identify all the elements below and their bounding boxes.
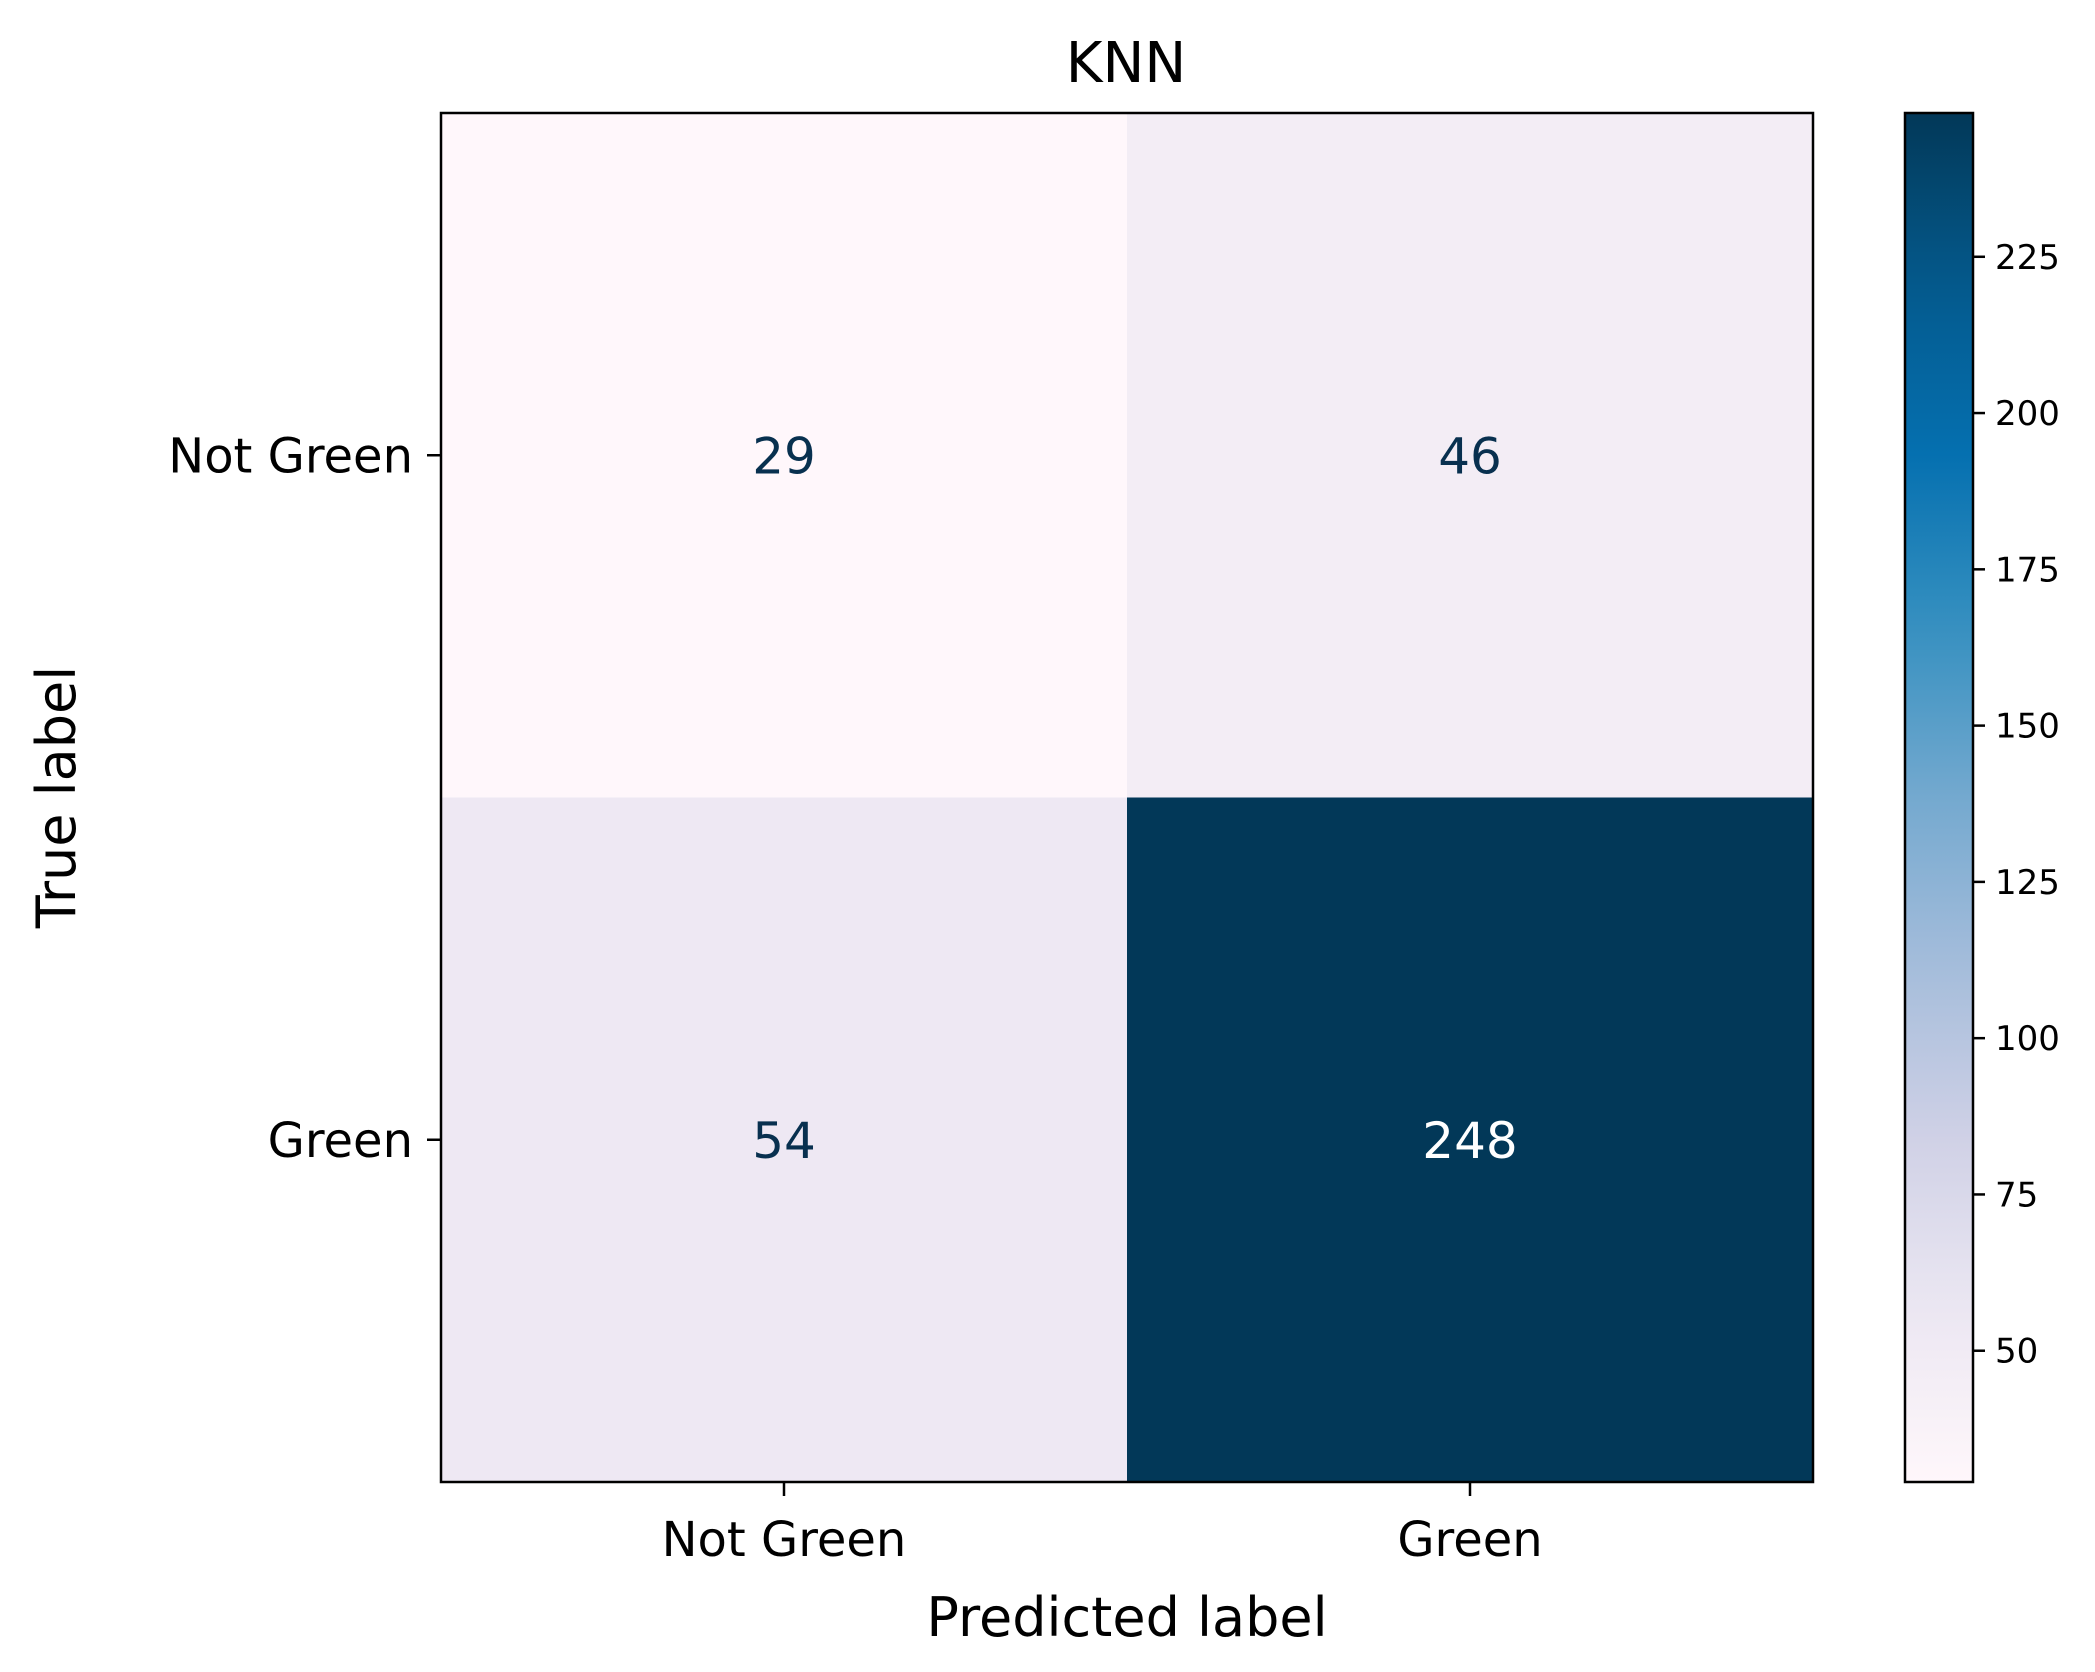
y-tick-label: Green: [268, 1113, 413, 1169]
x-tick-label: Not Green: [662, 1512, 907, 1568]
x-tick-label: Green: [1397, 1512, 1542, 1568]
cell-value-label: 248: [1422, 1112, 1517, 1170]
cell-value-label: 54: [752, 1112, 816, 1170]
y-tick-label: Not Green: [168, 428, 413, 484]
colorbar-tick-label: 150: [1995, 707, 2060, 747]
cell-value-label: 29: [752, 427, 816, 485]
heatmap-cell-labels: 29 46 54 248: [752, 427, 1518, 1170]
colorbar-tick-label: 225: [1995, 238, 2060, 278]
cell-value-label: 46: [1438, 427, 1502, 485]
y-axis-ticks: Not Green Green: [168, 428, 441, 1169]
x-axis-label: Predicted label: [926, 1586, 1327, 1649]
chart-title: KNN: [1066, 31, 1187, 96]
heatmap-cell: [1127, 113, 1814, 798]
colorbar-tick-label: 50: [1995, 1332, 2038, 1372]
colorbar-tick-label: 200: [1995, 394, 2060, 434]
heatmap-cell: [1127, 797, 1814, 1483]
colorbar-tick-label: 125: [1995, 863, 2060, 903]
y-axis-label: True label: [25, 666, 88, 929]
heatmap-cells: [441, 113, 1814, 1483]
heatmap-cell: [441, 797, 1128, 1483]
colorbar: [1903, 111, 1975, 1484]
colorbar-ticks: 50 75 100 125 150 175 200 225: [1973, 238, 2060, 1372]
colorbar-tick-label: 75: [1995, 1175, 2038, 1215]
plot-frame: [439, 111, 1815, 1484]
colorbar-tick-label: 175: [1995, 550, 2060, 590]
heatmap-cell: [441, 113, 1128, 798]
x-axis-ticks: Not Green Green: [662, 1482, 1543, 1568]
colorbar-tick-label: 100: [1995, 1019, 2060, 1059]
